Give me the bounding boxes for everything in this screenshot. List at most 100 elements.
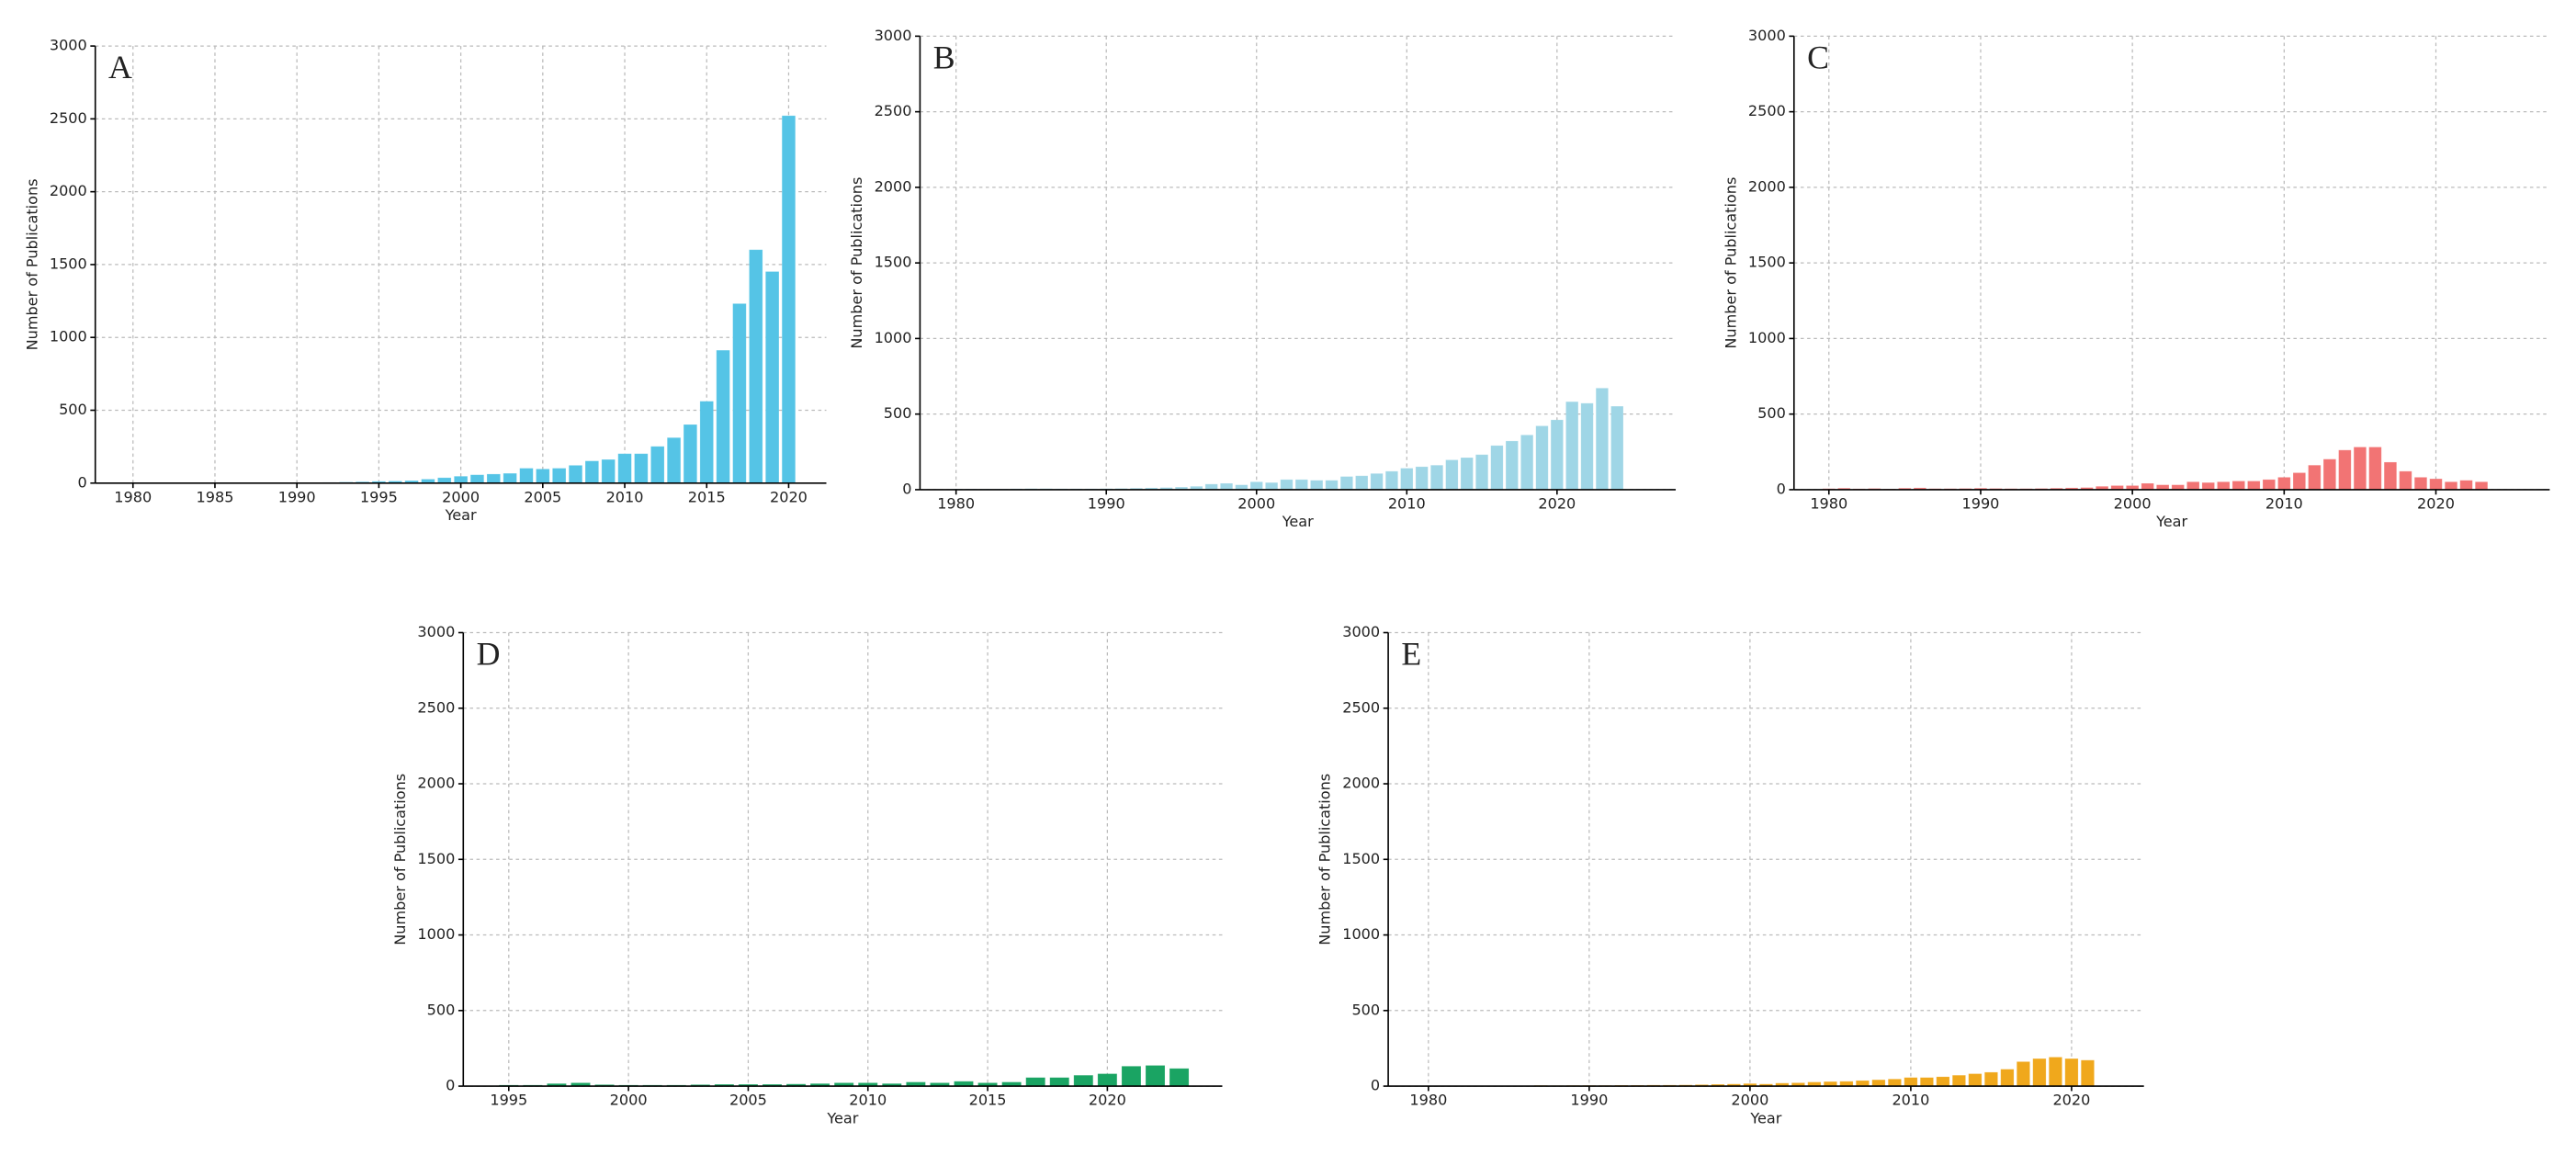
bar [2032, 1058, 2047, 1087]
bar [1871, 1080, 1886, 1087]
y-tick-label: 500 [884, 404, 912, 422]
x-tick-label: 2005 [729, 1092, 767, 1109]
bar [2000, 1069, 2015, 1087]
x-tick-label: 2005 [524, 488, 561, 505]
bar [2308, 465, 2322, 491]
x-axis-label: Year [1749, 1109, 1781, 1126]
x-tick-label: 1990 [1088, 495, 1125, 513]
x-axis-label: Year [1282, 513, 1314, 530]
bar [1430, 465, 1443, 491]
x-tick-label: 1990 [278, 488, 316, 505]
x-tick-label: 2010 [1892, 1092, 1929, 1109]
y-tick-label: 0 [902, 480, 911, 497]
y-tick-label: 0 [1371, 1077, 1380, 1094]
bar [1856, 1080, 1870, 1087]
bar [667, 437, 681, 484]
bar [2414, 477, 2427, 491]
x-tick-label: 2010 [1388, 495, 1426, 513]
bar [2338, 449, 2352, 491]
y-axis-label: Number of Publications [1316, 774, 1334, 945]
bar [782, 115, 796, 484]
y-tick-label: 2500 [875, 102, 912, 119]
x-tick-label: 2010 [2265, 495, 2303, 513]
bar [601, 459, 616, 484]
bar [2293, 472, 2306, 491]
bar [2081, 1059, 2095, 1087]
y-tick-label: 2000 [1342, 775, 1380, 792]
y-axis-label: Number of Publications [391, 774, 409, 945]
y-tick-label: 500 [59, 401, 87, 418]
y-tick-label: 500 [1757, 404, 1786, 422]
bar [699, 401, 714, 484]
bar [1506, 440, 1519, 491]
x-axis-label: Year [826, 1109, 858, 1126]
y-tick-label: 3000 [50, 37, 87, 54]
bar [1596, 388, 1609, 491]
y-tick-label: 500 [427, 1001, 456, 1018]
x-tick-label: 2010 [849, 1092, 887, 1109]
bar [2017, 1061, 2030, 1087]
y-tick-label: 1500 [50, 255, 87, 272]
bar [1460, 458, 1474, 491]
bar [1415, 466, 1429, 491]
bar [1145, 1065, 1166, 1087]
y-tick-label: 500 [1351, 1001, 1380, 1018]
y-tick-label: 1000 [1748, 329, 1786, 346]
x-tick-label: 2020 [2417, 495, 2455, 513]
chart: 0 500 1000 1500 2000 2500 3000 1995 2000 2005 2010… [391, 623, 1223, 1126]
bar [536, 469, 550, 484]
x-tick-label: 2020 [2052, 1092, 2090, 1109]
bar [2384, 461, 2397, 491]
bar [1370, 473, 1384, 491]
bar [1325, 480, 1339, 491]
bar [2064, 1058, 2079, 1087]
y-tick-label: 2000 [50, 182, 87, 199]
bar [1936, 1076, 1950, 1087]
bar [1904, 1077, 1918, 1087]
bar [716, 350, 730, 484]
panel-label: D [477, 636, 501, 673]
bar [470, 474, 484, 484]
bar [2049, 1057, 2062, 1087]
bar [1968, 1073, 1983, 1087]
bar [1340, 476, 1353, 491]
x-tick-label: 1980 [937, 495, 975, 513]
x-tick-label: 1980 [1409, 1092, 1447, 1109]
y-tick-label: 3000 [875, 27, 912, 44]
y-tick-label: 1000 [875, 329, 912, 346]
panel-label: B [933, 39, 955, 75]
bar [2263, 479, 2276, 491]
chart: 0 500 1000 1500 2000 2500 3000 1980 1990 2000 2010… [1722, 27, 2550, 530]
bar [2141, 482, 2154, 491]
bar [1250, 481, 1263, 491]
bar [650, 446, 665, 484]
chart: 0 500 1000 1500 2000 2500 3000 1980 1990 2000 2010… [1316, 623, 2144, 1126]
y-tick-label: 3000 [417, 623, 455, 640]
bar [1355, 475, 1368, 491]
bar [569, 465, 582, 484]
y-tick-label: 2000 [417, 775, 455, 792]
bar [1920, 1077, 1934, 1087]
x-tick-label: 2000 [1237, 495, 1275, 513]
panel-label: E [1401, 636, 1421, 673]
bar [1535, 425, 1549, 491]
bar [552, 468, 566, 484]
y-tick-label: 3000 [1748, 27, 1786, 44]
y-tick-label: 1000 [417, 925, 455, 943]
bar [1169, 1068, 1190, 1087]
bar [1565, 402, 1578, 491]
bar [503, 473, 517, 484]
bar [1490, 445, 1504, 491]
x-axis-label: Year [445, 506, 477, 524]
bar [1265, 482, 1278, 491]
bar [2354, 447, 2367, 491]
bar [437, 477, 452, 484]
x-tick-label: 1995 [360, 488, 398, 505]
y-tick-label: 2500 [1342, 698, 1380, 716]
y-tick-label: 2500 [417, 698, 455, 716]
bar [2247, 481, 2261, 491]
y-tick-label: 0 [78, 473, 87, 491]
chart: 0 500 1000 1500 2000 2500 3000 1980 1985 1990 1995… [23, 37, 827, 524]
